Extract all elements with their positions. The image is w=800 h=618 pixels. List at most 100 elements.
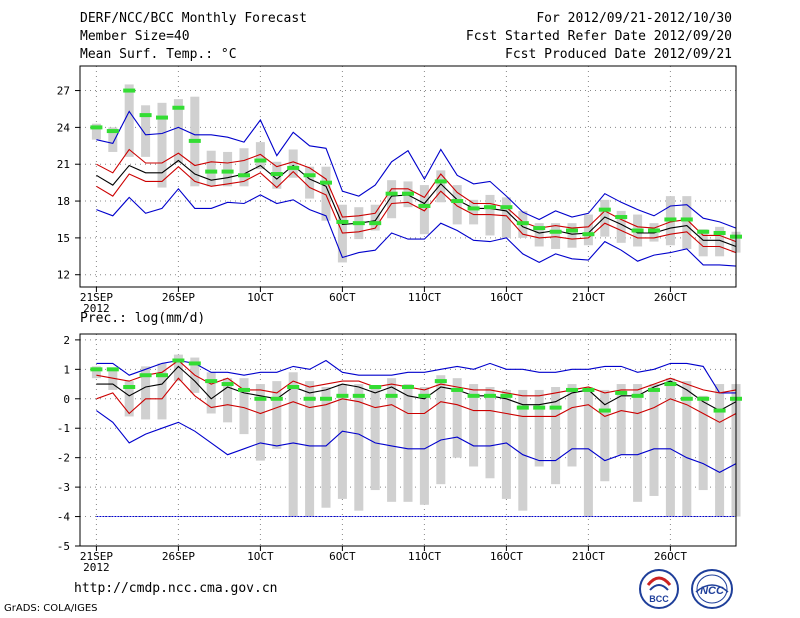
prec-ensemble-box <box>108 369 118 390</box>
prec-title: Prec.: log(mm/d) <box>80 311 205 326</box>
temp-lower-line <box>96 165 737 254</box>
prec-obs-mark <box>254 396 267 401</box>
temp-x-tick-label: 21SEP <box>80 291 113 304</box>
temp-obs-mark <box>451 199 464 204</box>
temp-x-tick-label: 1OCT <box>247 291 274 304</box>
temp-obs-mark <box>336 219 349 224</box>
temp-ensemble-box <box>436 170 446 203</box>
temp-obs-mark <box>566 228 578 233</box>
prec-x-tick-label: 26SEP <box>162 550 195 563</box>
temp-y-tick-label: 21 <box>57 158 70 171</box>
temp-obs-mark <box>484 205 496 210</box>
prec-ensemble-box <box>518 389 528 511</box>
prec-y-tick-label: -2 <box>57 452 70 465</box>
temp-obs-mark <box>139 113 152 118</box>
prec-ensemble-box <box>157 363 167 420</box>
prec-x-tick-label: 26OCT <box>654 550 687 563</box>
prec-ensemble-box <box>91 366 101 379</box>
prec-obs-mark <box>434 379 447 384</box>
temp-obs-mark <box>221 169 234 174</box>
prec-y-tick-label: -4 <box>57 511 71 524</box>
prec-ensemble-box <box>682 381 692 517</box>
temp-ensemble-box <box>141 105 151 157</box>
prec-obs-mark <box>352 393 365 398</box>
temp-ensemble-box <box>485 194 495 236</box>
bcc-logo: BCC <box>638 568 680 614</box>
temp-obs-mark <box>205 169 218 174</box>
forecast-period: For 2012/09/21-2012/10/30 <box>536 11 732 26</box>
prec-ensemble-box <box>321 387 331 508</box>
temp-obs-mark <box>188 138 201 143</box>
prec-obs-mark <box>680 396 693 401</box>
prec-x-tick-label: 11OCT <box>408 550 441 563</box>
prec-ensemble-box <box>305 381 315 517</box>
temp-obs-mark <box>402 191 414 196</box>
temp-obs-mark <box>631 228 644 233</box>
temp-obs-mark <box>598 207 611 212</box>
prec-obs-mark <box>582 387 595 392</box>
prec-x-tick-label: 21SEP <box>80 550 113 563</box>
prec-y-tick-label: 0 <box>63 393 70 406</box>
chart-title: DERF/NCC/BCC Monthly Forecast <box>80 11 307 26</box>
temp-y-tick-label: 12 <box>57 269 70 282</box>
temp-x-tick-label: 6OCT <box>329 291 356 304</box>
prec-obs-mark <box>369 385 382 389</box>
prec-x-tick-label: 21OCT <box>572 550 605 563</box>
temp-obs-mark <box>320 180 332 185</box>
temp-ensemble-box <box>501 197 511 238</box>
temp-obs-mark <box>582 232 595 237</box>
prec-obs-mark <box>467 393 480 398</box>
temp-obs-mark <box>303 173 316 178</box>
prec-obs-mark <box>336 393 349 398</box>
prec-obs-mark <box>713 408 726 413</box>
prec-obs-mark <box>188 361 201 366</box>
temp-ensemble-box <box>305 166 315 199</box>
temp-x-tick-sublabel: 2012 <box>83 302 110 315</box>
temp-obs-mark <box>680 217 693 222</box>
temp-ensemble-box <box>452 185 462 225</box>
prec-ensemble-box <box>600 389 610 482</box>
prec-obs-mark <box>598 408 611 413</box>
temp-obs-mark <box>516 221 529 226</box>
temp-obs-mark <box>418 203 431 208</box>
grads-credit: GrADS: COLA/IGES <box>4 603 98 614</box>
temp-min-line <box>96 187 737 267</box>
prec-ensemble-box <box>370 387 380 491</box>
prec-ensemble-box <box>567 384 577 467</box>
prec-obs-mark <box>205 379 218 384</box>
temp-obs-mark <box>287 165 300 170</box>
prec-y-tick-label: 1 <box>63 363 70 376</box>
prec-obs-mark <box>697 396 710 401</box>
temp-x-tick-label: 26OCT <box>654 291 687 304</box>
temp-obs-mark <box>500 205 513 210</box>
prec-ensemble-box <box>288 372 298 517</box>
temp-x-tick-label: 16OCT <box>490 291 523 304</box>
prec-ensemble-box <box>124 381 134 417</box>
prec-obs-mark <box>303 396 316 401</box>
prec-obs-mark <box>615 390 628 395</box>
temp-obs-mark <box>615 215 628 220</box>
temp-y-tick-label: 15 <box>57 232 70 245</box>
prec-obs-mark <box>566 387 578 392</box>
prec-obs-mark <box>418 393 431 398</box>
temp-y-tick-label: 24 <box>57 121 71 134</box>
prec-ensemble-box <box>387 378 397 502</box>
prec-ensemble-box <box>485 387 495 479</box>
started-date: Fcst Started Refer Date 2012/09/20 <box>465 29 732 44</box>
temp-obs-mark <box>123 88 136 93</box>
temp-x-tick-label: 11OCT <box>408 291 441 304</box>
prec-obs-mark <box>123 385 136 389</box>
produced-date: Fcst Produced Date 2012/09/21 <box>505 47 732 62</box>
prec-ensemble-box <box>337 384 347 499</box>
temp-obs-mark <box>238 173 250 178</box>
prec-obs-mark <box>172 358 185 363</box>
temp-y-tick-label: 27 <box>57 85 70 98</box>
temp-ensemble-box <box>698 229 708 257</box>
temp-x-tick-label: 21OCT <box>572 291 605 304</box>
temp-ensemble-box <box>600 199 610 237</box>
footer-url[interactable]: http://cmdp.ncc.cma.gov.cn <box>74 581 278 596</box>
temp-obs-mark <box>254 158 267 163</box>
prec-ensemble-box <box>469 384 479 467</box>
